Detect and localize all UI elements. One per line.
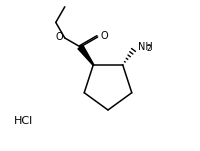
Text: O: O	[100, 31, 108, 41]
Text: O: O	[55, 32, 62, 42]
Text: HCl: HCl	[14, 116, 33, 126]
Polygon shape	[78, 45, 93, 65]
Text: 2: 2	[145, 44, 150, 53]
Text: NH: NH	[137, 42, 152, 52]
